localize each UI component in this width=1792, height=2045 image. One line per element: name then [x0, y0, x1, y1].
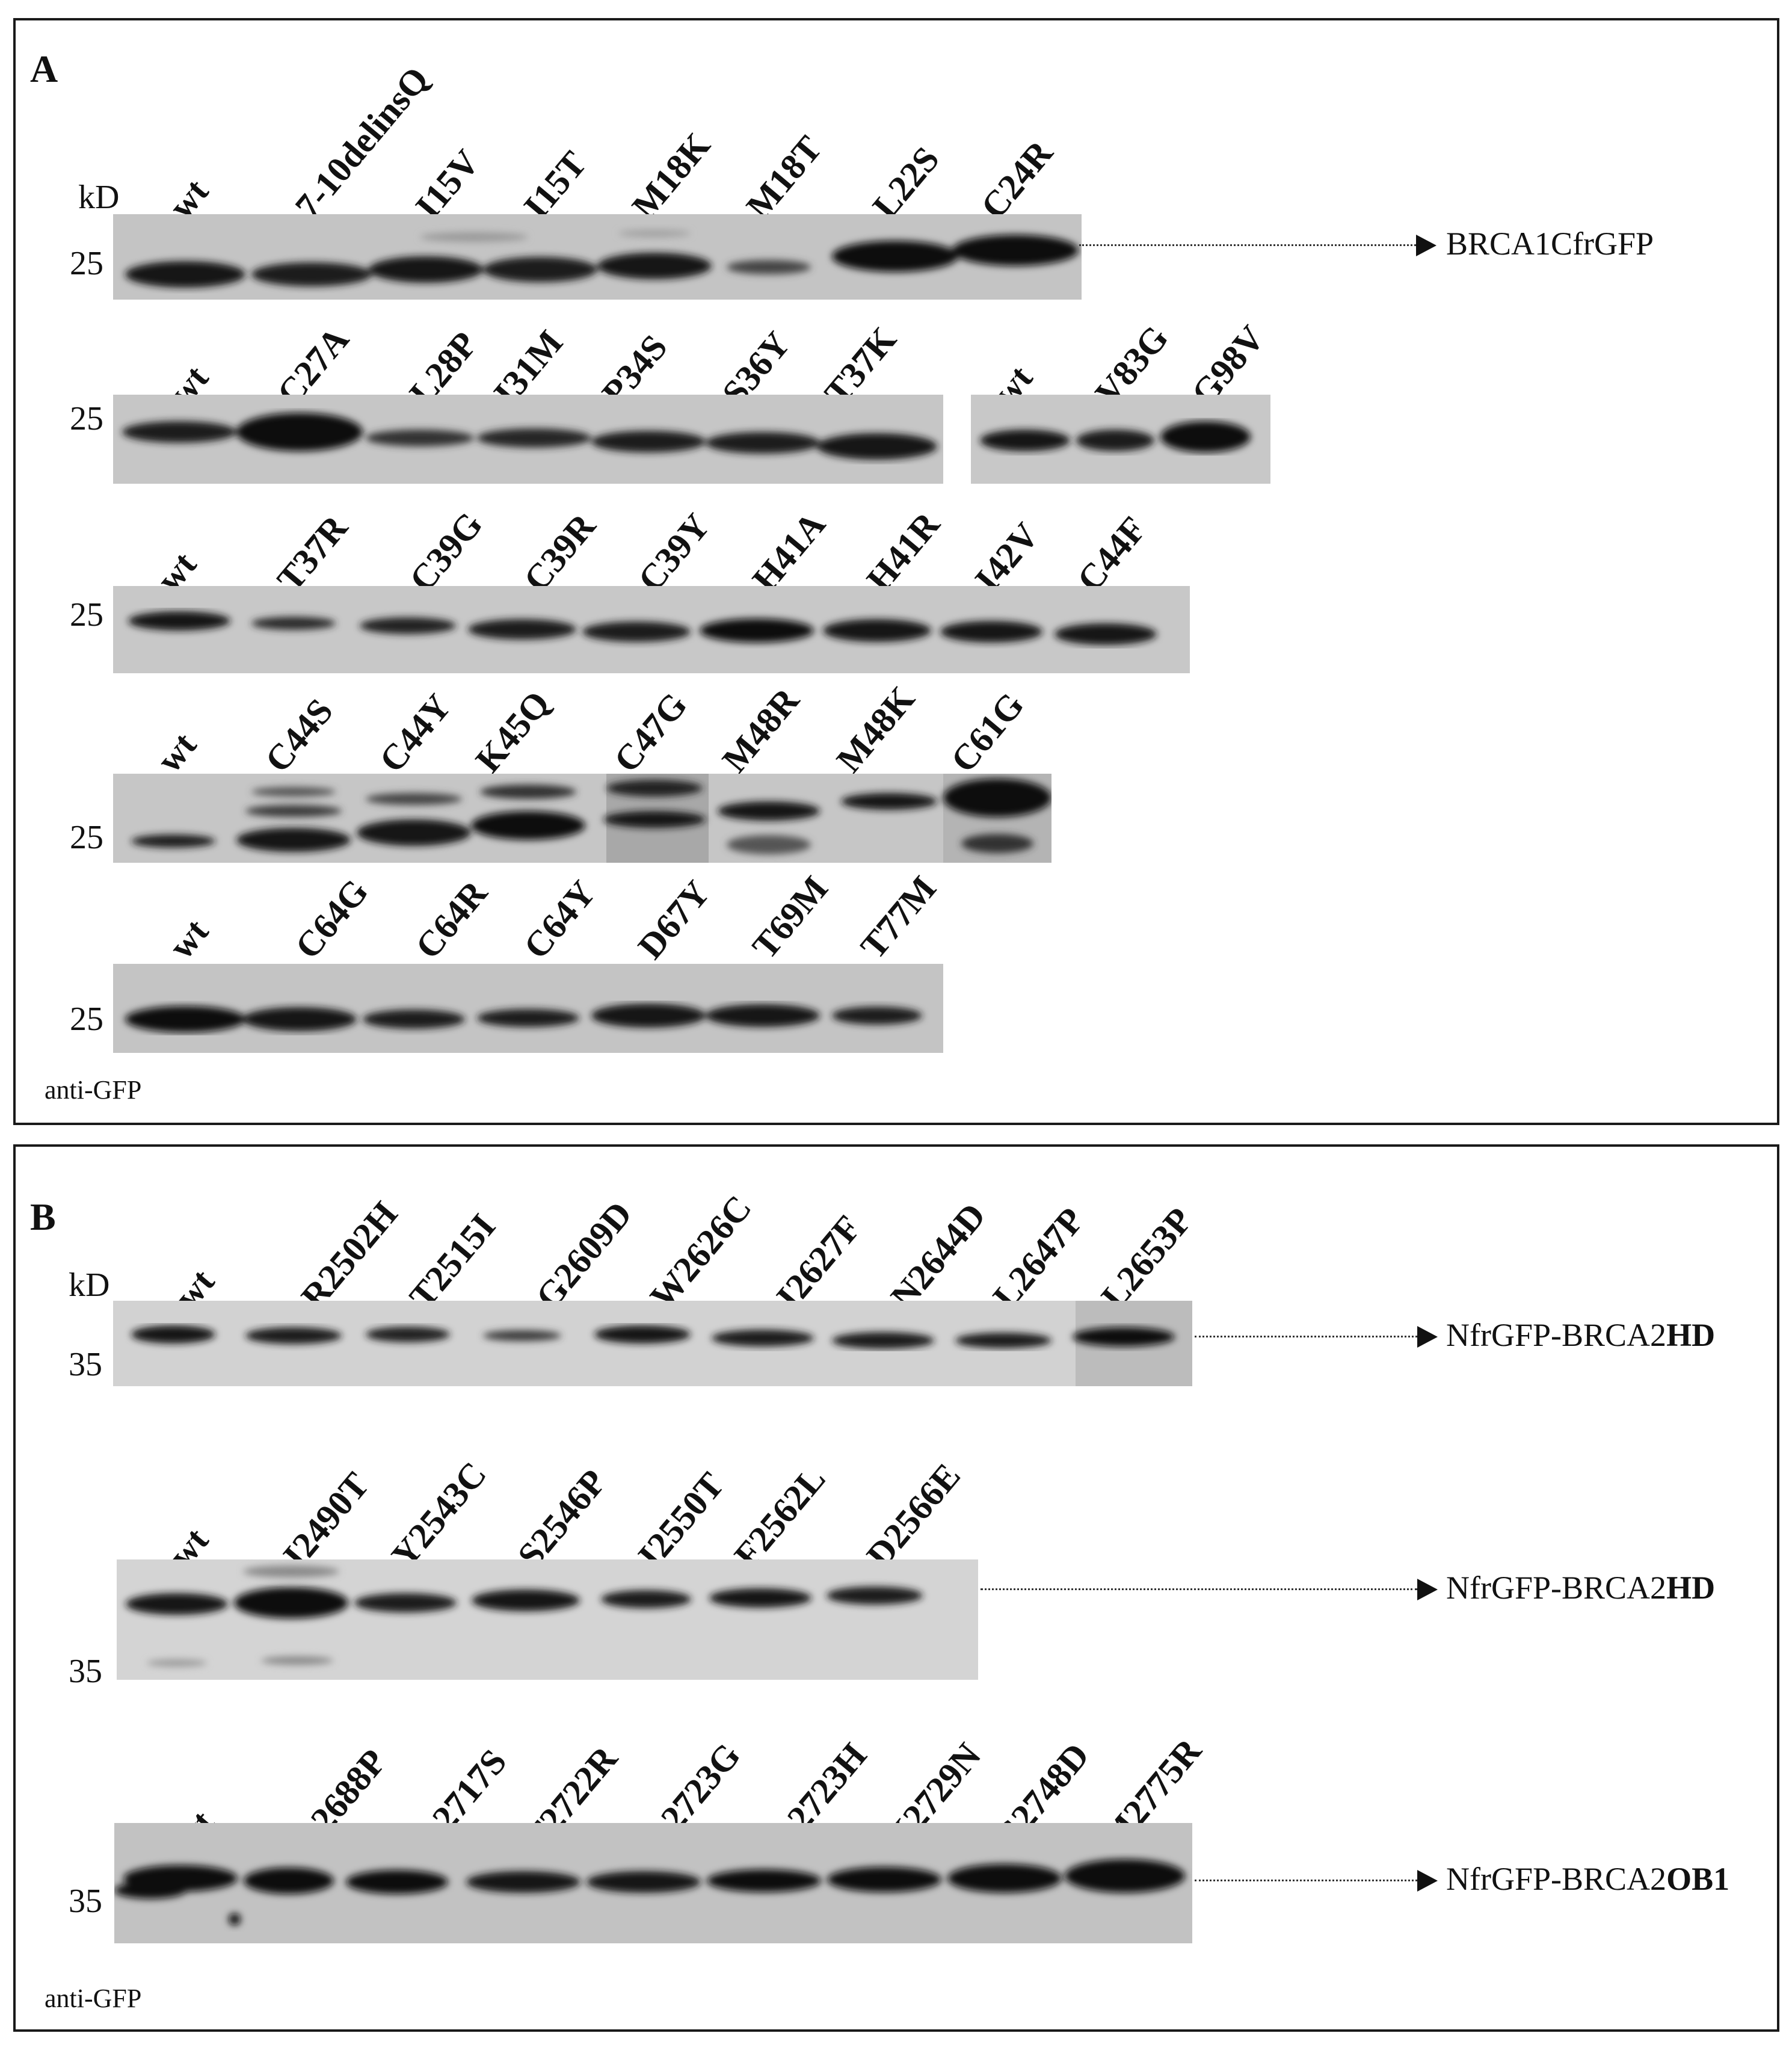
arrow-icon [1417, 1579, 1438, 1600]
lane-label: C39R [516, 506, 603, 599]
lane-label: I15T [516, 143, 594, 226]
western-blot-image [114, 1823, 1192, 1943]
lane-label: C47G [606, 685, 695, 780]
lane-label: L2647P [985, 1200, 1092, 1316]
lane-label: D2566E [858, 1455, 968, 1575]
western-blot-image [113, 395, 943, 484]
lane-label: C61G [943, 685, 1032, 780]
panel-label: A [30, 48, 58, 90]
lane-label: K45Q [467, 683, 558, 780]
lane-label: T37R [269, 507, 356, 599]
lane-label: C44S [257, 691, 341, 780]
western-blot-image [113, 214, 1082, 300]
kd-label: kD [78, 179, 120, 216]
antibody-label: anti-GFP [45, 1075, 142, 1105]
arrow-icon [1416, 235, 1436, 256]
lane-label: C64Y [516, 873, 603, 966]
lane-label: wt [149, 725, 204, 780]
lane-label: M18K [624, 125, 718, 226]
lane-label: C44F [1069, 509, 1154, 599]
target-label: NfrGFP-BRCA2HD [1446, 1317, 1716, 1353]
lane-label: C64G [287, 871, 376, 966]
target-label: NfrGFP-BRCA2HD [1446, 1570, 1716, 1606]
western-blot-image [117, 1559, 978, 1680]
lane-label: N2644D [882, 1195, 994, 1316]
western-blot-image [113, 774, 1051, 863]
lane-label: H41A [744, 504, 833, 599]
lane-label: D67Y [630, 873, 718, 966]
panel-label: B [30, 1195, 56, 1238]
arrow-icon [1417, 1326, 1438, 1348]
arrow-icon [1417, 1870, 1438, 1892]
lane-label: F2562L [726, 1458, 833, 1575]
mw-marker: 25 [70, 1001, 103, 1038]
lane-label: C39Y [630, 506, 718, 599]
target-label: NfrGFP-BRCA2OB1 [1446, 1861, 1730, 1897]
lane-label: I2627F [768, 1208, 869, 1316]
mw-marker: 25 [70, 400, 103, 437]
lane-label: T77M [852, 868, 944, 966]
lane-label: I15V [407, 142, 487, 226]
kd-label: kD [69, 1266, 110, 1304]
western-blot-image [113, 1301, 1192, 1386]
mw-marker: 25 [70, 245, 103, 282]
lane-label: T69M [744, 868, 836, 966]
lane-label: C44Y [371, 686, 459, 780]
lane-label: M18T [738, 128, 830, 226]
lane-label: S2546P [510, 1461, 614, 1575]
lane-label: G2609D [528, 1194, 640, 1316]
lane-label: C39G [401, 504, 490, 599]
mw-marker: 35 [69, 1346, 102, 1383]
lane-label: L22S [864, 139, 947, 226]
antibody-label: anti-GFP [45, 1984, 142, 2013]
lane-label: I2490T [275, 1465, 377, 1575]
mw-marker: 25 [70, 596, 103, 634]
mw-marker: 35 [69, 1653, 102, 1690]
western-blot-image [971, 395, 1270, 484]
western-blot-image [113, 964, 943, 1053]
panel-a: A kD wt 7-10delinsQ I15V I15T M18K M18T … [13, 18, 1779, 1125]
arrow-line [1195, 1880, 1417, 1881]
lane-label: I2550T [630, 1465, 732, 1575]
arrow-line [1079, 244, 1416, 246]
lane-label: C24R [973, 133, 1061, 226]
lane-label: Y2543C [383, 1454, 494, 1575]
lane-label: C64R [407, 873, 495, 966]
arrow-line [1195, 1336, 1417, 1337]
lane-label: T2515I [401, 1206, 503, 1316]
lane-label: wt [161, 911, 216, 966]
western-blot-image [113, 586, 1190, 673]
lane-label: H41R [858, 504, 947, 599]
target-label: BRCA1CfrGFP [1446, 226, 1654, 262]
lane-label: R2502H [293, 1194, 405, 1316]
lane-label: L2653P [1093, 1200, 1200, 1316]
lane-label: M48R [714, 680, 807, 780]
panel-b: B kD wt R2502H T2515I G2609D W2626C I262… [13, 1144, 1779, 2032]
lane-label: W2626C [642, 1188, 759, 1316]
mw-marker: 25 [70, 819, 103, 856]
arrow-line [981, 1588, 1417, 1590]
lane-label: M48K [828, 679, 923, 780]
mw-marker: 35 [69, 1883, 102, 1920]
